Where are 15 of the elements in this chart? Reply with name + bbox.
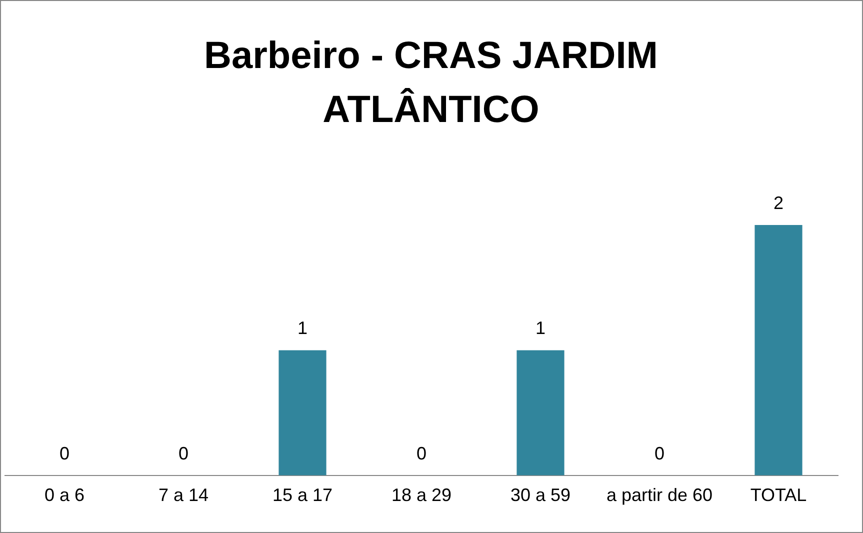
data-label: 2	[773, 192, 784, 213]
data-label: 0	[178, 443, 189, 464]
data-label: 0	[59, 443, 70, 464]
data-label: 1	[535, 318, 546, 338]
chart-title: Barbeiro - CRAS JARDIM ATLÂNTICO	[203, 34, 659, 133]
x-tick-label: 15 a 17	[272, 485, 333, 506]
x-tick-label: 7 a 14	[158, 485, 209, 506]
data-label: 0	[416, 443, 427, 464]
x-tick-label: 18 a 29	[391, 485, 452, 506]
x-tick-label: 0 a 6	[44, 485, 85, 506]
x-tick-label: 30 a 59	[510, 485, 571, 506]
data-label: 0	[654, 443, 665, 464]
data-label: 1	[297, 318, 308, 338]
x-tick-label: TOTAL	[750, 485, 807, 506]
x-tick-label: a partir de 60	[606, 485, 713, 506]
